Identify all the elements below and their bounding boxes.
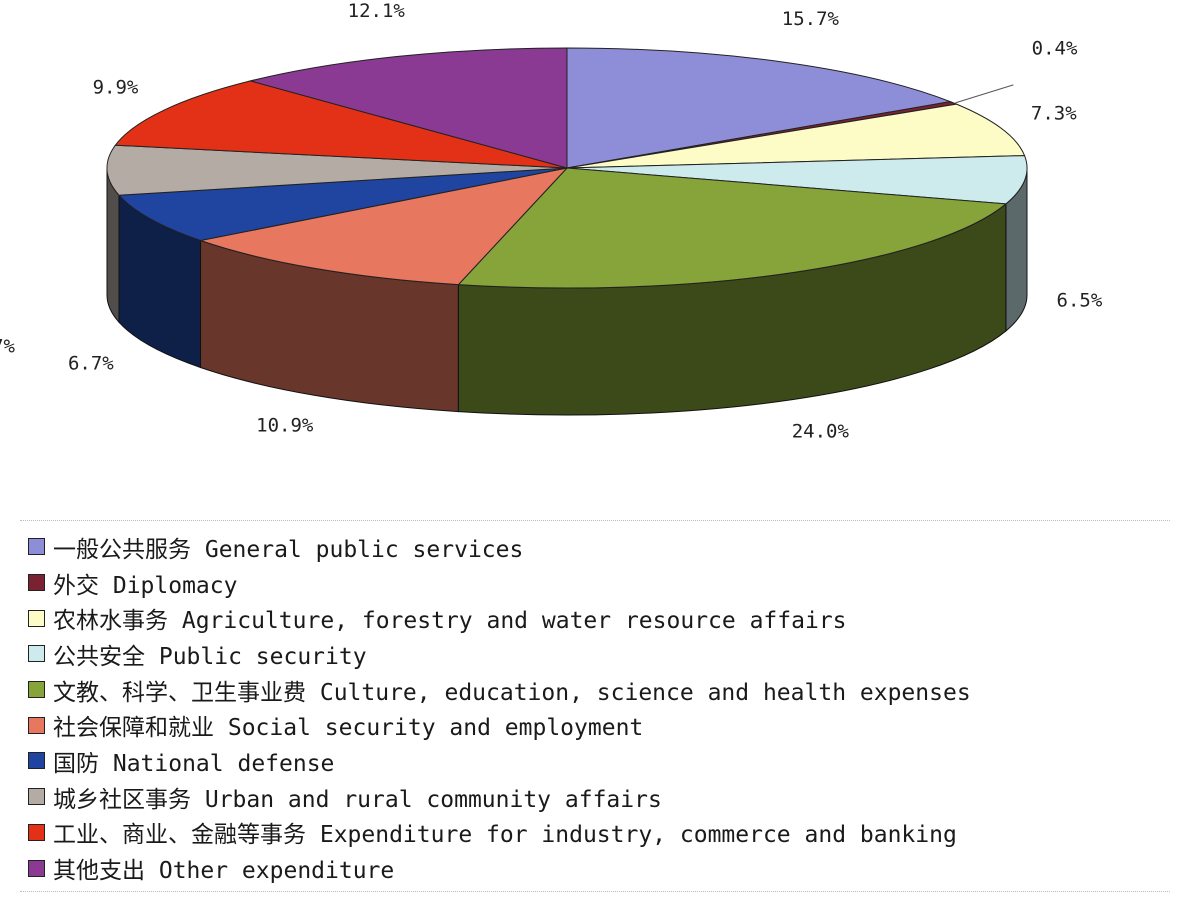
legend-swatch bbox=[28, 788, 45, 806]
legend-label: 外交 Diplomacy bbox=[53, 572, 238, 599]
legend-label: 社会保障和就业 Social security and employment bbox=[53, 715, 644, 742]
slice-percent-label: 10.9% bbox=[256, 414, 314, 436]
pie-slice bbox=[248, 47, 568, 169]
slice-percent-label: 7.3% bbox=[1031, 103, 1077, 125]
legend-item: 城乡社区事务 Urban and rural community affairs bbox=[20, 779, 1170, 815]
legend-item: 一般公共服务 General public services bbox=[20, 529, 1170, 565]
slice-percent-label: 9.9% bbox=[93, 76, 139, 98]
legend-swatch bbox=[28, 859, 45, 877]
legend-swatch bbox=[28, 823, 45, 841]
legend: 一般公共服务 General public services 外交 Diplom… bbox=[20, 520, 1170, 892]
slice-percent-label: 0.4% bbox=[1032, 38, 1078, 60]
pie-slice bbox=[457, 167, 1008, 289]
slice-percent-label: 15.7% bbox=[782, 8, 840, 30]
legend-item: 公共安全 Public security bbox=[20, 636, 1170, 672]
legend-label: 农林水事务 Agriculture, forestry and water re… bbox=[53, 608, 847, 635]
legend-label: 国防 National defense bbox=[53, 750, 335, 777]
legend-item: 农林水事务 Agriculture, forestry and water re… bbox=[20, 600, 1170, 636]
slice-percent-label: 6.7% bbox=[0, 335, 16, 357]
pie-slice bbox=[198, 167, 569, 286]
legend-swatch bbox=[28, 574, 45, 592]
legend-swatch bbox=[28, 752, 45, 770]
legend-item: 外交 Diplomacy bbox=[20, 565, 1170, 601]
legend-item: 国防 National defense bbox=[20, 743, 1170, 779]
legend-item: 其他支出 Other expenditure bbox=[20, 850, 1170, 886]
pie-slice bbox=[566, 103, 1026, 169]
slice-percent-label: 6.7% bbox=[68, 353, 114, 375]
pie-slice bbox=[114, 80, 568, 169]
legend-label: 公共安全 Public security bbox=[53, 643, 367, 670]
legend-swatch bbox=[28, 538, 45, 556]
legend-swatch bbox=[28, 681, 45, 699]
slice-percent-label: 6.5% bbox=[1057, 289, 1103, 311]
legend-label: 一般公共服务 General public services bbox=[53, 536, 524, 563]
slice-percent-label: 12.1% bbox=[348, 0, 406, 22]
pie-slice bbox=[117, 167, 568, 242]
pie-chart: 15.7% 0.4% 7.3% 6.5% 24.0% 10.9% 6.7% 6.7% 9.9% 1… bbox=[0, 0, 1103, 442]
pie-slice bbox=[566, 47, 953, 169]
legend-label: 城乡社区事务 Urban and rural community affairs bbox=[53, 786, 662, 813]
legend-swatch bbox=[28, 716, 45, 734]
legend-swatch bbox=[28, 645, 45, 663]
pie-chart-area: 15.7% 0.4% 7.3% 6.5% 24.0% 10.9% 6.7% 6.7% 9.9% 1… bbox=[0, 0, 1103, 442]
legend-swatch bbox=[28, 609, 45, 627]
legend-item: 文教、科学、卫生事业费 Culture, education, science … bbox=[20, 672, 1170, 708]
legend-item: 工业、商业、金融等事务 Expenditure for industry, co… bbox=[20, 815, 1170, 851]
leader-line bbox=[955, 84, 1014, 104]
legend-label: 文教、科学、卫生事业费 Culture, education, science … bbox=[53, 679, 971, 706]
legend-item: 社会保障和就业 Social security and employment bbox=[20, 707, 1170, 743]
legend-label: 工业、商业、金融等事务 Expenditure for industry, co… bbox=[53, 822, 957, 849]
legend-label: 其他支出 Other expenditure bbox=[53, 858, 395, 885]
slice-percent-label: 24.0% bbox=[792, 420, 850, 442]
pie-slice bbox=[106, 144, 568, 196]
pie-slice bbox=[566, 155, 1028, 205]
